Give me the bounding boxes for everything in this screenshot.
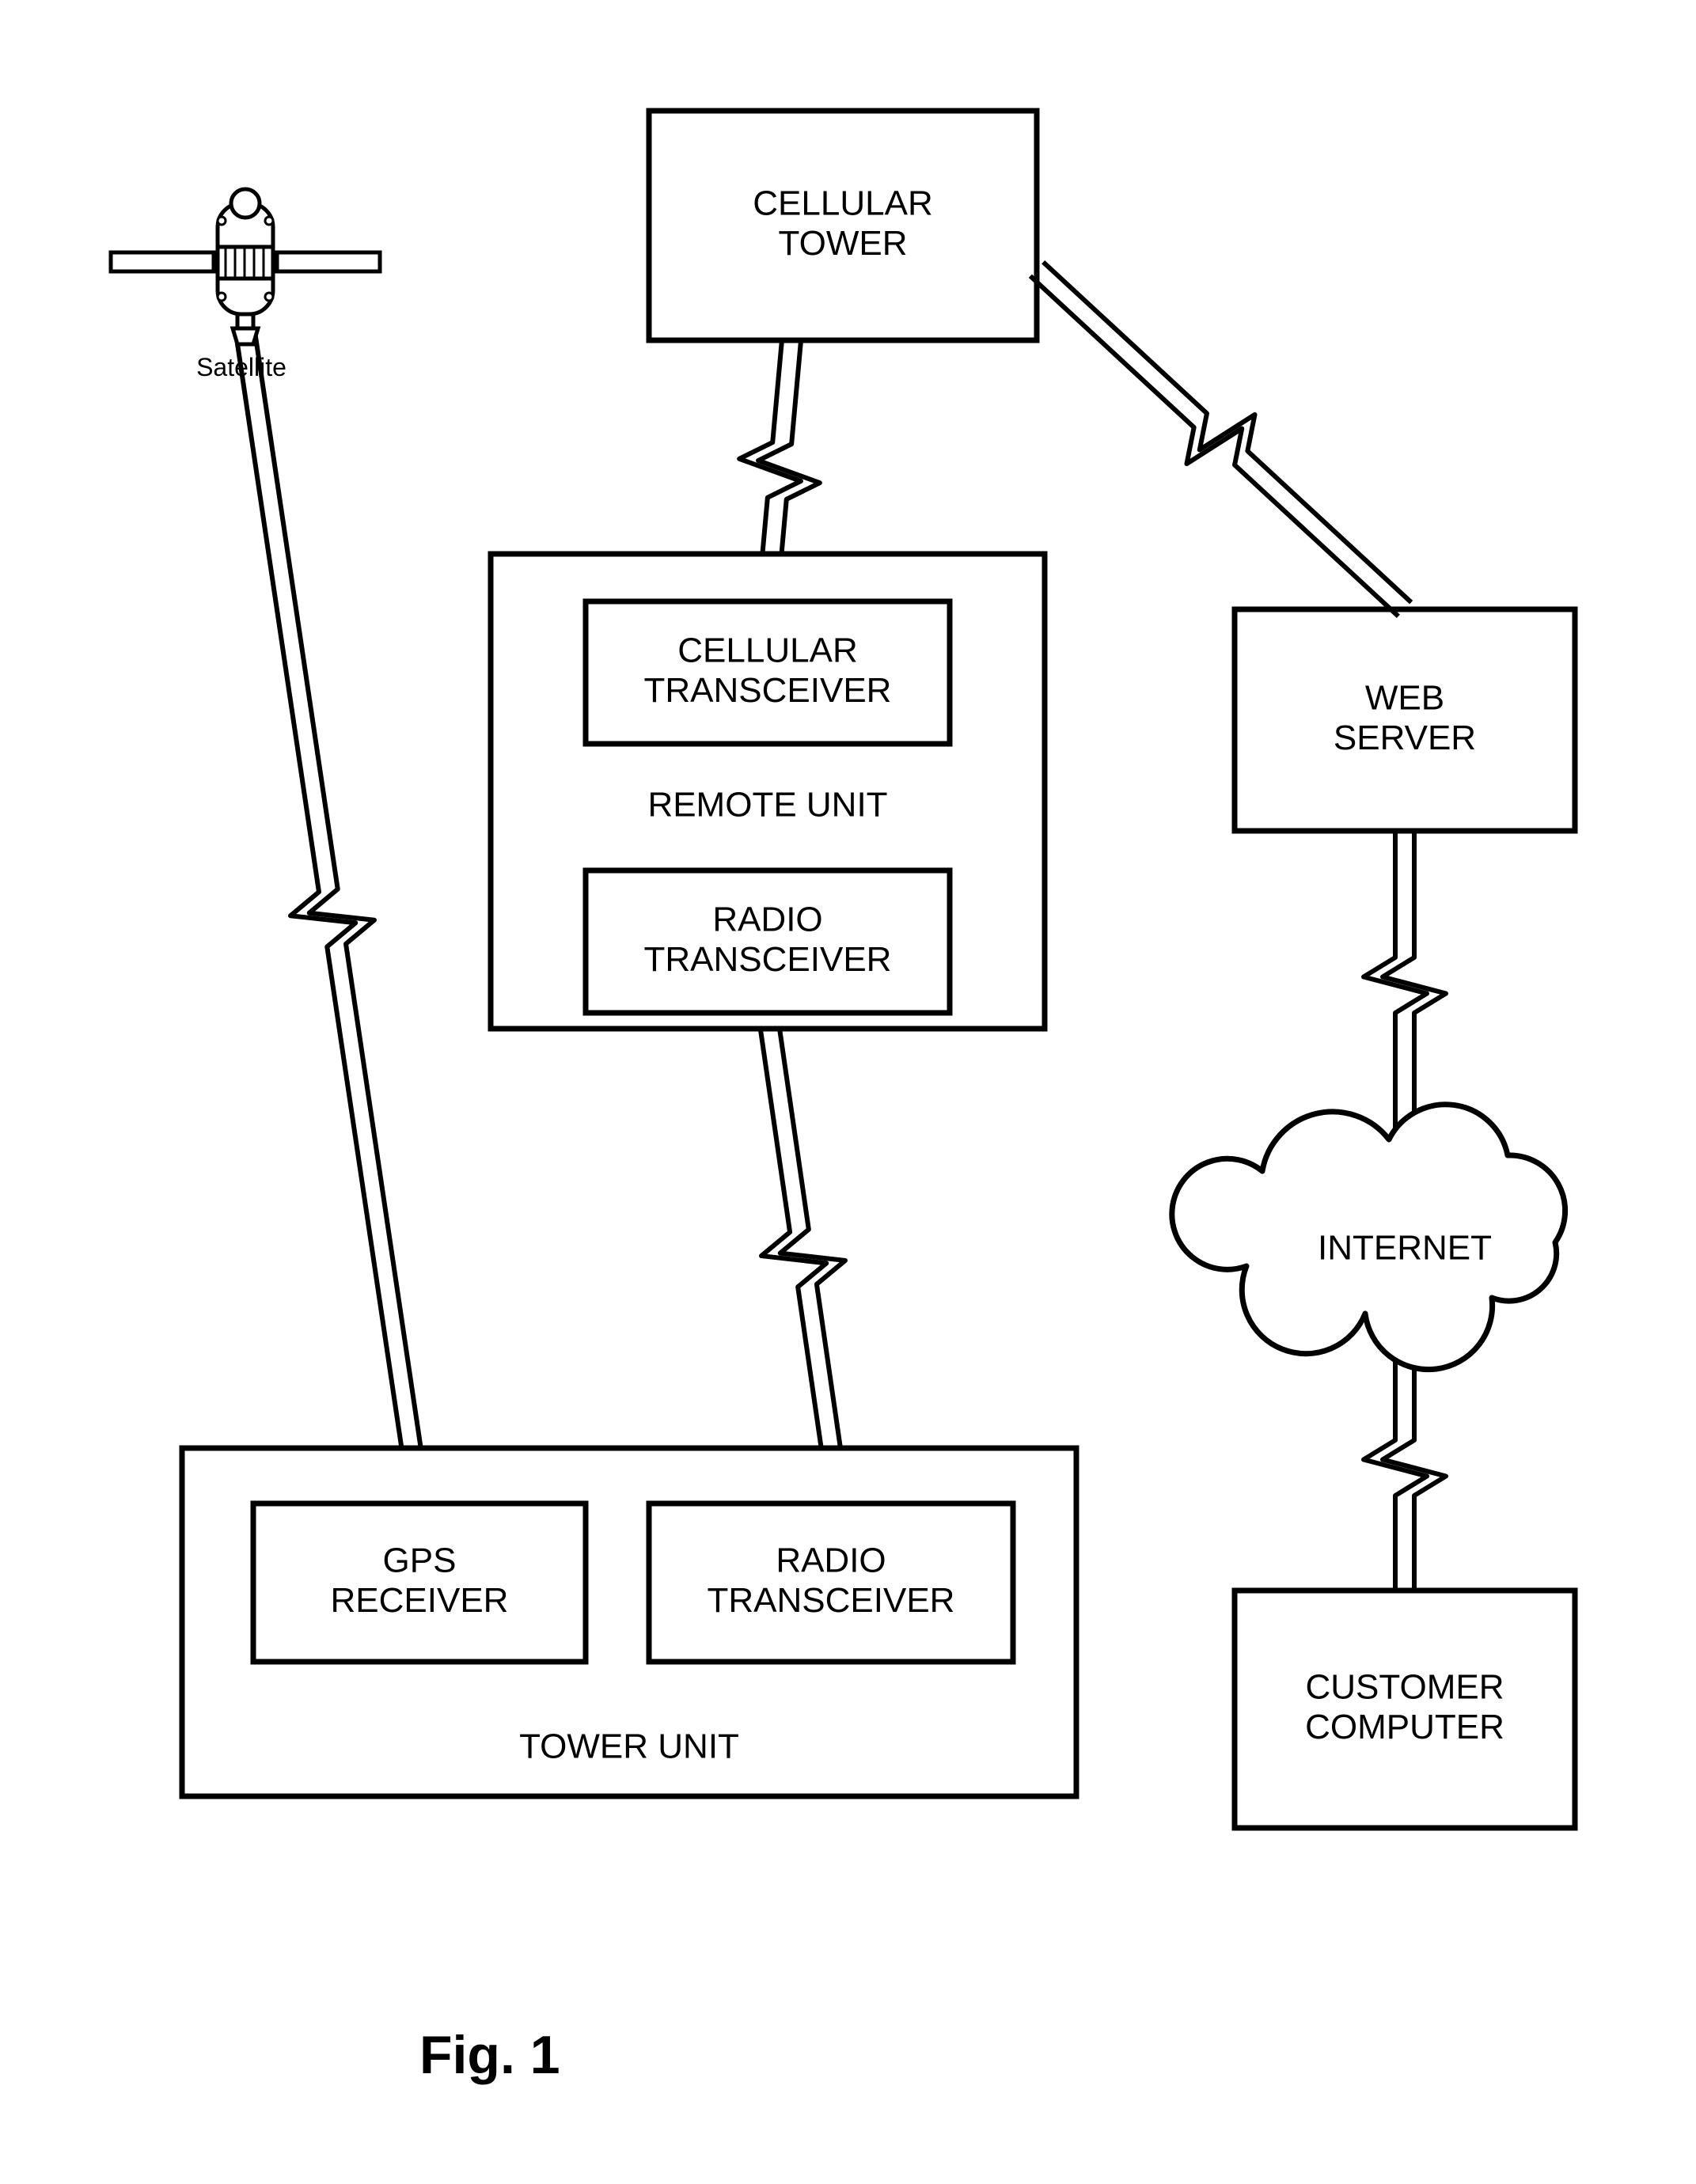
internet-label: INTERNET [1318,1229,1492,1268]
svg-text:RADIO: RADIO [776,1541,886,1579]
web-server-box-label: WEBSERVER [1334,678,1476,757]
svg-text:TOWER: TOWER [779,224,908,263]
svg-text:CUSTOMER: CUSTOMER [1306,1667,1504,1706]
satellite-icon [111,189,380,344]
svg-text:CELLULAR: CELLULAR [677,631,857,669]
svg-text:TRANSCEIVER: TRANSCEIVER [644,940,892,979]
link-internet-to-cust [1364,1345,1446,1591]
svg-text:TRANSCEIVER: TRANSCEIVER [708,1581,955,1620]
svg-text:GPS: GPS [383,1541,457,1579]
link-ru-radio-to-tu [758,1011,848,1504]
svg-text:TRANSCEIVER: TRANSCEIVER [644,671,892,710]
svg-text:SERVER: SERVER [1334,719,1476,757]
cellular_transceiver-box-label: CELLULARTRANSCEIVER [644,631,892,710]
remote-unit-title: REMOTE UNIT [647,786,887,825]
cellular-tower-box-label: CELLULARTOWER [753,184,932,263]
link-sat-to-gps [236,331,429,1505]
tower-unit-title: TOWER UNIT [519,1727,739,1766]
link-tower-to-web [1030,262,1411,616]
svg-text:RADIO: RADIO [712,900,822,938]
link-web-to-internet [1364,831,1446,1139]
svg-text:COMPUTER: COMPUTER [1305,1708,1504,1746]
figure-caption: Fig. 1 [419,2025,560,2085]
svg-text:RECEIVER: RECEIVER [331,1581,509,1620]
satellite-label: Satellite [196,353,286,381]
svg-text:WEB: WEB [1365,678,1444,717]
customer-computer-box-label: CUSTOMERCOMPUTER [1305,1667,1504,1746]
svg-text:CELLULAR: CELLULAR [753,184,932,222]
